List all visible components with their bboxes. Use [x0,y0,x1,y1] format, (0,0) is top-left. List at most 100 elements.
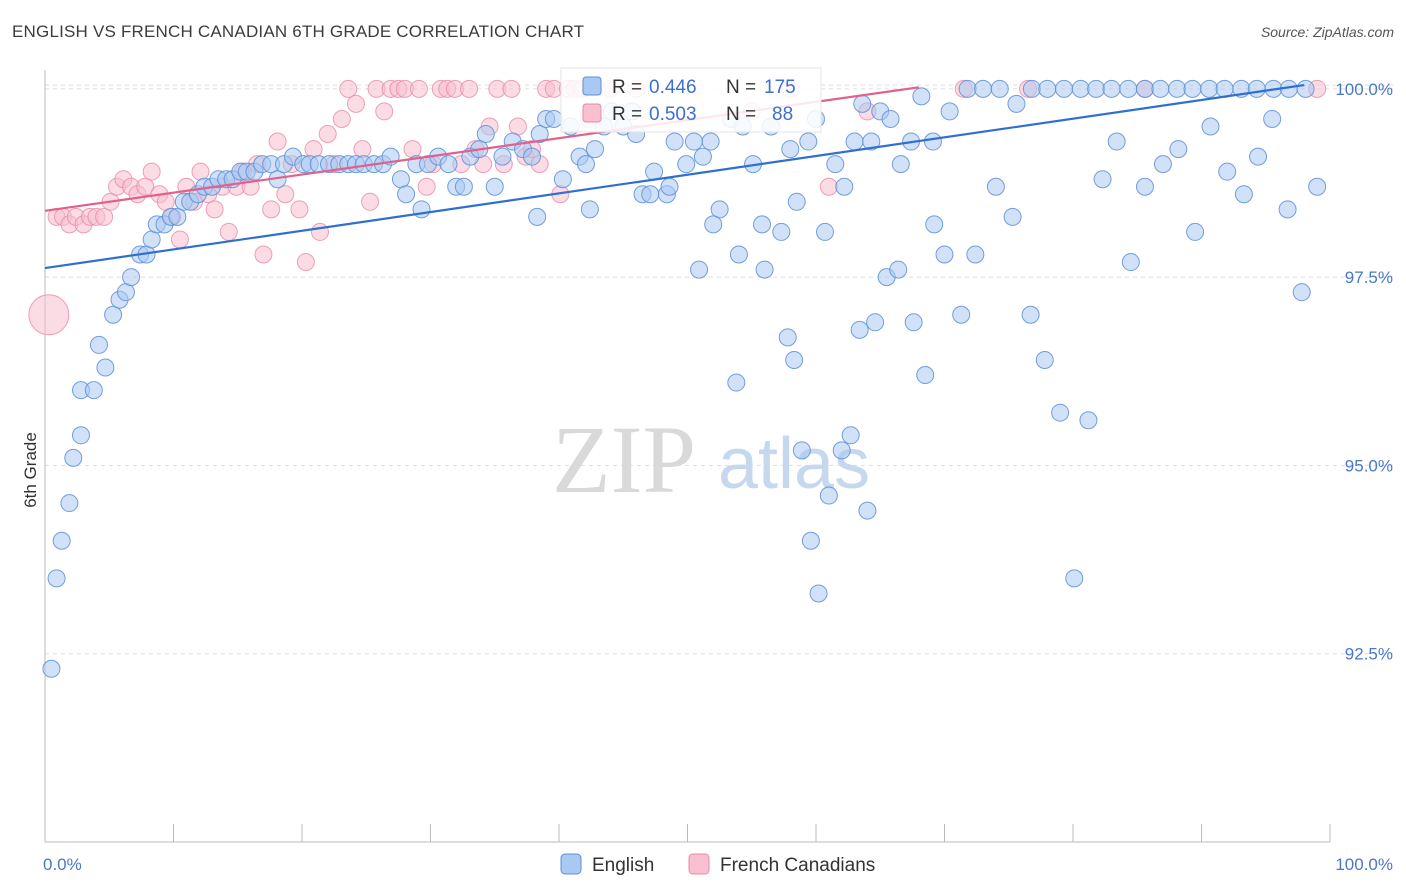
point-english [530,125,549,144]
y-tick-label: 100.0% [1335,80,1393,99]
point-english [1234,185,1253,204]
point-english [729,245,748,264]
legend-r-label-english: R = [612,77,642,98]
point-english [493,147,512,166]
point-english [858,501,877,520]
point-english [1119,79,1138,98]
point-english [523,147,542,166]
point-english [71,426,90,445]
point-french-canadians [142,162,161,181]
point-english [727,373,746,392]
point-english [104,305,123,324]
legend-n-label-french: N = [726,104,756,125]
point-english [580,200,599,219]
point-english [1093,170,1112,189]
point-french-canadians [95,207,114,226]
point-english [585,140,604,159]
point-english [916,366,935,385]
point-english [792,441,811,460]
point-french-canadians [290,200,309,219]
point-english [476,125,495,144]
point-english [1055,79,1074,98]
point-english [690,260,709,279]
point-french-canadians [339,79,358,98]
point-english [42,659,61,678]
point-english [966,245,985,264]
point-french-canadians [191,162,210,181]
legend-r-value-french: 0.503 [649,104,697,125]
point-french-canadians [28,294,70,336]
point-french-canadians [417,177,436,196]
point-english [755,260,774,279]
legend-n-value-english: 175 [764,77,796,98]
point-english [1296,79,1315,98]
point-english [990,79,1009,98]
correlation-legend: R = 0.446 N = 175 R = 0.503 N = 88 [560,67,822,133]
point-english [1249,147,1268,166]
point-english [853,94,872,113]
english-points [42,79,1327,678]
point-english [1071,79,1090,98]
point-english [952,305,971,324]
point-english [168,207,187,226]
point-english [1087,79,1106,98]
point-english [439,155,458,174]
point-english [904,313,923,332]
point-english [1135,79,1154,98]
point-english [912,87,931,106]
point-english [1022,79,1041,98]
point-french-canadians [310,222,329,241]
point-french-canadians [136,177,155,196]
point-english [815,222,834,241]
legend-background [560,67,822,133]
point-english [1007,94,1026,113]
point-english [1186,222,1205,241]
point-french-canadians [375,102,394,121]
legend-swatch-french-canadians [582,103,602,123]
point-french-canadians [460,79,479,98]
point-english [704,215,723,234]
legend-swatch-english [582,76,602,96]
point-english [1200,79,1219,98]
point-french-canadians [254,245,273,264]
point-english [1183,79,1202,98]
point-english [1107,132,1126,151]
point-english [553,170,572,189]
point-english [925,215,944,234]
point-french-canadians [262,200,281,219]
point-french-canadians [296,253,315,272]
point-english [1051,403,1070,422]
point-english [1169,140,1188,159]
point-english [1102,79,1121,98]
point-english [778,328,797,347]
chart-title: ENGLISH VS FRENCH CANADIAN 6TH GRADE COR… [12,22,585,41]
y-axis-label: 6th Grade [21,432,40,508]
source-label: Source: ZipAtlas.com [1260,24,1394,40]
point-english [397,185,416,204]
point-english [935,245,954,264]
x-tick-label: 100.0% [1335,855,1393,874]
point-english [850,320,869,339]
legend-r-label-french: R = [612,104,642,125]
point-english [923,132,942,151]
point-french-canadians [502,79,521,98]
series-legend-swatch-english [560,853,582,875]
point-english [787,192,806,211]
point-english [841,426,860,445]
point-french-canadians [409,79,428,98]
point-french-canadians [156,192,175,211]
point-english [701,132,720,151]
point-english [891,155,910,174]
watermark-zip: ZIP [552,406,696,513]
point-english [785,350,804,369]
legend-r-value-english: 0.446 [649,77,697,98]
point-english [801,531,820,550]
point-french-canadians [353,140,372,159]
y-tick-label: 95.0% [1345,456,1393,475]
point-english [1201,117,1220,136]
point-english [60,494,79,513]
point-english [1065,569,1084,588]
legend-n-value-french: 88 [772,104,793,125]
point-english [826,155,845,174]
